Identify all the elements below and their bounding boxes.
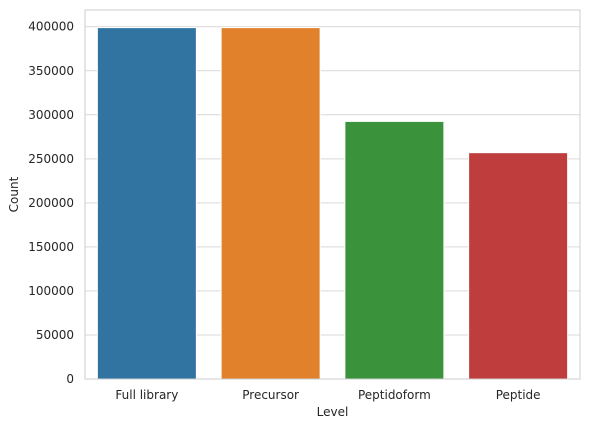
x-tick-label: Precursor	[242, 388, 299, 402]
bar-full-library	[96, 27, 197, 380]
y-tick-label: 150000	[28, 240, 74, 254]
y-axis-label: Count	[7, 176, 21, 212]
bars	[96, 27, 569, 380]
x-tick-label: Peptidoform	[358, 388, 431, 402]
x-tick-label: Full library	[115, 388, 178, 402]
y-tick-label: 0	[66, 372, 74, 386]
x-tick-label: Peptide	[496, 388, 541, 402]
bar-precursor	[220, 27, 321, 380]
bar-peptidoform	[344, 120, 445, 380]
y-tick-label: 200000	[28, 196, 74, 210]
x-axis-label: Level	[317, 405, 349, 419]
plot-frame	[84, 9, 581, 380]
y-tick-label: 100000	[28, 284, 74, 298]
x-tick-labels: Full library Precursor Peptidoform Peptide	[115, 388, 540, 402]
y-tick-label: 50000	[36, 328, 74, 342]
bar-peptide	[468, 152, 569, 380]
y-tick-labels: 0 50000 100000 150000 200000 250000 300000 3500…	[28, 20, 74, 386]
y-tick-label: 400000	[28, 20, 74, 34]
y-tick-label: 350000	[28, 64, 74, 78]
y-tick-label: 300000	[28, 108, 74, 122]
y-tick-label: 250000	[28, 152, 74, 166]
